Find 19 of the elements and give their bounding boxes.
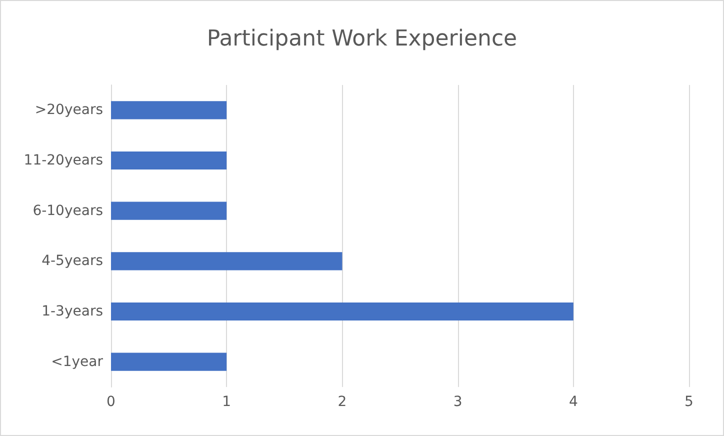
bar <box>111 302 574 321</box>
y-tick-label: >20years <box>34 102 103 118</box>
chart-title: Participant Work Experience <box>206 26 518 52</box>
x-tick-label: 5 <box>684 394 694 410</box>
x-tick-label: 3 <box>453 394 462 410</box>
y-tick-label: 11-20years <box>24 152 103 168</box>
bar <box>111 101 227 120</box>
bar <box>111 252 342 270</box>
bar <box>111 202 227 220</box>
x-tick-label: 4 <box>568 394 578 410</box>
bar <box>111 151 227 170</box>
x-tick-label: 1 <box>222 394 232 410</box>
x-tick-label: 0 <box>106 394 116 410</box>
y-tick-label: 6-10years <box>32 202 103 219</box>
y-tick-label: <1year <box>51 354 104 370</box>
y-tick-label: 1-3years <box>42 304 103 320</box>
bar <box>111 352 227 371</box>
x-tick-label: 2 <box>338 394 347 410</box>
y-tick-label: 4-5years <box>42 253 103 270</box>
